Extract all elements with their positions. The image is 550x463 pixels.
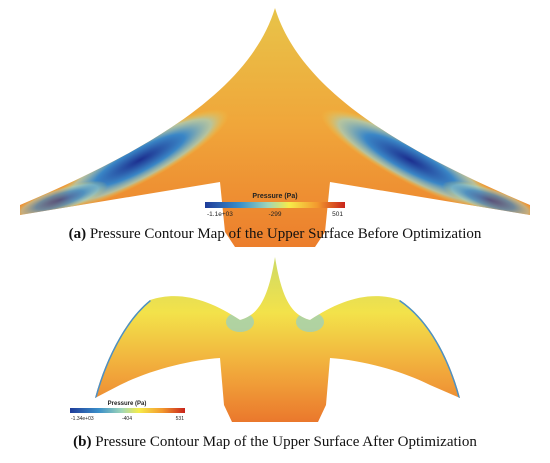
colorbar-label: 501 [332, 211, 343, 218]
colorbar-label: 531 [176, 416, 185, 422]
colorbar-title: Pressure (Pa) [108, 401, 147, 407]
caption: (a) Pressure Contour Map of the Upper Su… [69, 226, 482, 242]
panel-label: (b) [73, 434, 91, 450]
colorbar-label: -299 [268, 211, 281, 218]
colorbar-label: -404 [122, 416, 132, 422]
caption: (b) Pressure Contour Map of the Upper Su… [73, 434, 477, 450]
caption-text: Pressure Contour Map of the Upper Surfac… [90, 226, 482, 242]
panel-label: (a) [69, 226, 87, 242]
colorbar-label: -1.34e+03 [71, 416, 94, 422]
colorbar-label: -1.1e+03 [207, 211, 233, 218]
caption-text: Pressure Contour Map of the Upper Surfac… [95, 434, 477, 450]
contour-map-b [95, 257, 460, 422]
colorbar-title: Pressure (Pa) [252, 193, 297, 200]
colorbar [205, 202, 345, 208]
colorbar [70, 408, 185, 413]
